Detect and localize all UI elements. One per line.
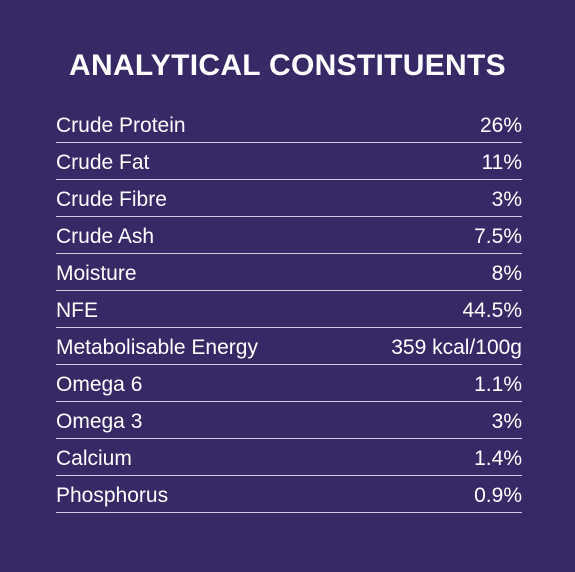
table-row: Crude Fat 11%	[56, 143, 522, 180]
table-row: Metabolisable Energy 359 kcal/100g	[56, 328, 522, 365]
table-row: NFE 44.5%	[56, 291, 522, 328]
row-value: 1.4%	[474, 447, 522, 470]
table-row: Crude Fibre 3%	[56, 180, 522, 217]
table-row: Crude Protein 26%	[56, 106, 522, 143]
row-label: Crude Ash	[56, 225, 155, 248]
row-label: Metabolisable Energy	[56, 336, 258, 359]
row-label: Crude Fat	[56, 151, 150, 174]
row-value: 8%	[491, 262, 522, 285]
table-row: Phosphorus 0.9%	[56, 476, 522, 513]
row-label: Crude Protein	[56, 114, 186, 137]
row-label: Crude Fibre	[56, 188, 167, 211]
row-label: NFE	[56, 299, 98, 322]
panel-title: ANALYTICAL CONSTITUENTS	[69, 49, 506, 82]
row-label: Omega 6	[56, 373, 143, 396]
row-value: 7.5%	[474, 225, 522, 248]
row-value: 0.9%	[474, 484, 522, 507]
row-value: 359 kcal/100g	[391, 336, 522, 359]
row-value: 3%	[491, 188, 522, 211]
row-label: Omega 3	[56, 410, 143, 433]
row-value: 26%	[479, 114, 522, 137]
row-label: Calcium	[56, 447, 132, 470]
row-value: 3%	[491, 410, 522, 433]
row-label: Moisture	[56, 262, 137, 285]
table-row: Omega 3 3%	[56, 402, 522, 439]
row-value: 1.1%	[474, 373, 522, 396]
row-value: 11%	[481, 151, 522, 174]
table-row: Moisture 8%	[56, 254, 522, 291]
row-label: Phosphorus	[56, 484, 169, 507]
table-row: Omega 6 1.1%	[56, 365, 522, 402]
table-row: Crude Ash 7.5%	[56, 217, 522, 254]
table-row: Calcium 1.4%	[56, 439, 522, 476]
constituents-table: Crude Protein 26% Crude Fat 11% Crude Fi…	[56, 106, 522, 513]
row-value: 44.5%	[462, 299, 522, 322]
